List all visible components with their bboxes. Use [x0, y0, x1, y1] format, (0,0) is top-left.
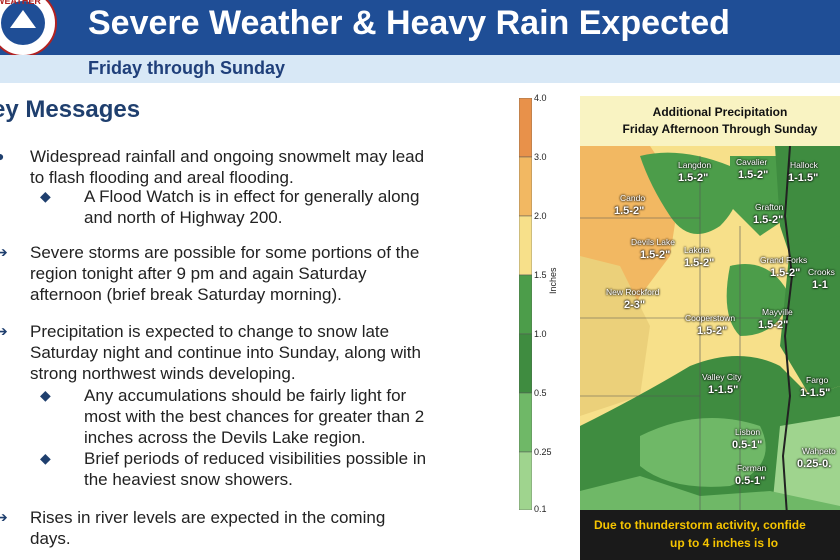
page-subtitle: Friday through Sunday [88, 58, 286, 78]
scale-band-05-025 [519, 392, 532, 453]
city-label-new-rockford: New Rockford [606, 287, 660, 297]
city-amount-forman: 0.5-1" [735, 475, 766, 487]
bullet-arrow-icon: ➔ [0, 509, 8, 525]
city-amount-grafton: 1.5-2" [753, 214, 784, 226]
scale-band-4-3 [519, 98, 532, 158]
city-label-fargo: Fargo [806, 375, 829, 385]
page-title: Severe Weather & Heavy Rain Expected [88, 4, 730, 42]
scale-tick: 0.25 [534, 447, 552, 457]
scale-tick: 0.1 [534, 504, 547, 514]
scale-tick: 1.0 [534, 329, 547, 339]
precip-color-scale [519, 98, 532, 510]
city-amount-grand-forks: 1.5-2" [770, 267, 801, 279]
bullet-arrow-icon: ● [0, 148, 5, 164]
message-2: Severe storms are possible for some port… [30, 243, 420, 304]
city-label-cando: Cando [620, 193, 646, 203]
city-label-cavalier: Cavalier [736, 157, 768, 167]
message-1a: A Flood Watch is in effect for generally… [84, 187, 420, 227]
svg-text:WEATHER: WEATHER [0, 0, 41, 6]
city-amount-cando: 1.5-2" [614, 205, 645, 217]
scale-band-15-1 [519, 274, 532, 335]
city-amount-mayville: 1.5-2" [758, 319, 789, 331]
confidence-footer [580, 510, 840, 560]
city-label-lisbon: Lisbon [735, 427, 761, 437]
city-amount-langdon: 1.5-2" [678, 172, 709, 184]
city-label-lakota: Lakota [684, 245, 710, 255]
city-amount-crooks: 1-1 [812, 279, 828, 291]
bullet-diamond-icon: ◆ [40, 387, 51, 403]
city-label-valley-city: Valley City [702, 372, 742, 382]
scale-band-025-01 [519, 451, 532, 510]
key-messages-heading: ey Messages [0, 96, 141, 123]
scale-tick: 3.0 [534, 152, 547, 162]
city-amount-new-rockford: 2-3" [624, 299, 646, 311]
city-amount-hallock: 1-1.5" [788, 172, 819, 184]
scale-tick: 4.0 [534, 93, 547, 103]
city-label-cooperstown: Cooperstown [685, 313, 736, 323]
city-amount-cooperstown: 1.5-2" [697, 325, 728, 337]
bullet-arrow-icon: ➔ [0, 244, 8, 260]
bullet-arrow-icon: ➔ [0, 323, 8, 339]
scale-band-3-2 [519, 156, 532, 217]
city-label-grand-forks: Grand Forks [760, 255, 808, 265]
message-3b: Brief periods of reduced visibilities po… [84, 449, 427, 489]
city-label-crooks: Crooks [808, 267, 835, 277]
city-amount-lakota: 1.5-2" [684, 257, 715, 269]
message-4: Rises in river levels are expected in th… [30, 508, 386, 548]
message-3: Precipitation is expected to change to s… [30, 322, 421, 383]
city-amount-lisbon: 0.5-1" [732, 439, 763, 451]
city-label-forman: Forman [737, 463, 767, 473]
bullet-diamond-icon: ◆ [40, 188, 51, 204]
scale-band-2-15 [519, 215, 532, 276]
scale-band-1-05 [519, 333, 532, 394]
scale-tick: 1.5 [534, 270, 547, 280]
scale-tick: 0.5 [534, 388, 547, 398]
city-amount-devils-lake: 1.5-2" [640, 249, 671, 261]
message-1: Widespread rainfall and ongoing snowmelt… [30, 147, 425, 187]
confidence-text: Due to thunderstorm activity, confide up… [594, 518, 806, 550]
map-title: Additional Precipitation Friday Afternoo… [622, 105, 818, 136]
city-label-wahpeton: Wahpeto [802, 446, 836, 456]
header-bar [0, 0, 840, 55]
city-amount-fargo: 1-1.5" [800, 387, 831, 399]
nws-logo: WEATHER [0, 0, 57, 57]
scale-unit-label: Inches [548, 267, 558, 294]
scale-tick: 2.0 [534, 211, 547, 221]
city-label-hallock: Hallock [790, 160, 818, 170]
city-label-grafton: Grafton [755, 202, 784, 212]
city-amount-valley-city: 1-1.5" [708, 384, 739, 396]
message-3a: Any accumulations should be fairly light… [84, 386, 425, 447]
bullet-diamond-icon: ◆ [40, 450, 51, 466]
city-amount-cavalier: 1.5-2" [738, 169, 769, 181]
city-amount-wahpeton: 0.25-0. [797, 458, 832, 470]
subtitle-bar [0, 55, 840, 83]
city-label-mayville: Mayville [762, 307, 793, 317]
city-label-devils-lake: Devils Lake [631, 237, 675, 247]
city-label-langdon: Langdon [678, 160, 712, 170]
